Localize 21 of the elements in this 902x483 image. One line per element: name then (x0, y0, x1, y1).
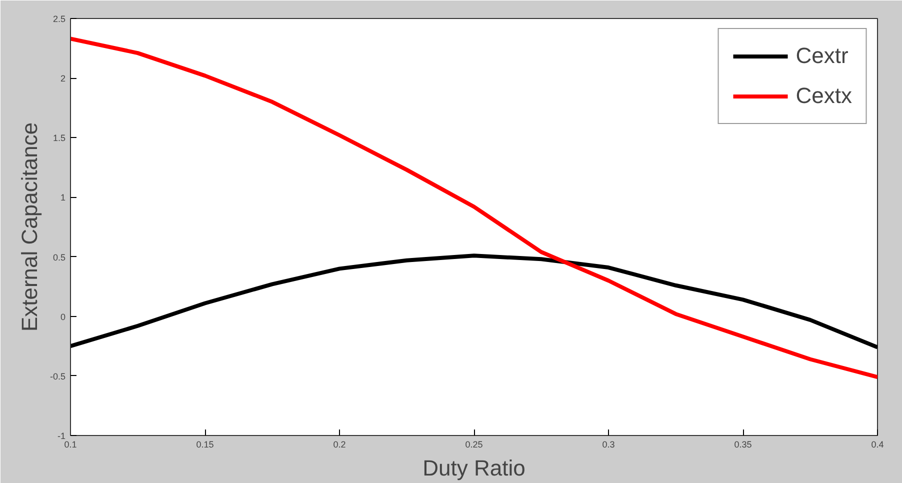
y-tick-label: 2 (60, 74, 66, 84)
x-tick-label: 0.4 (871, 440, 884, 450)
legend-label: Cextr (796, 43, 848, 69)
x-tick-label: 0.3 (602, 440, 615, 450)
y-tick-label: 1.5 (52, 133, 66, 144)
x-tick-label: 0.2 (333, 440, 346, 450)
x-tick-label: 0.15 (196, 440, 214, 450)
x-tick-label: 0.35 (734, 440, 752, 450)
y-tick-label: -0.5 (50, 371, 66, 382)
y-tick-label: -1 (58, 431, 66, 441)
y-tick-label: 1 (60, 192, 66, 203)
y-tick-label: 2.5 (52, 14, 66, 24)
y-tick-label: 0 (60, 312, 66, 322)
x-tick-label: 0.25 (465, 440, 483, 450)
y-tick-label: 0.5 (52, 252, 66, 262)
line-series (70, 36, 878, 380)
line-series (70, 254, 878, 350)
x-axis-title: Duty Ratio (422, 456, 526, 480)
x-tick-label: 0.1 (64, 440, 77, 450)
y-axis-title: External Capacitance (16, 122, 42, 332)
legend-label: Cextx (796, 83, 852, 109)
